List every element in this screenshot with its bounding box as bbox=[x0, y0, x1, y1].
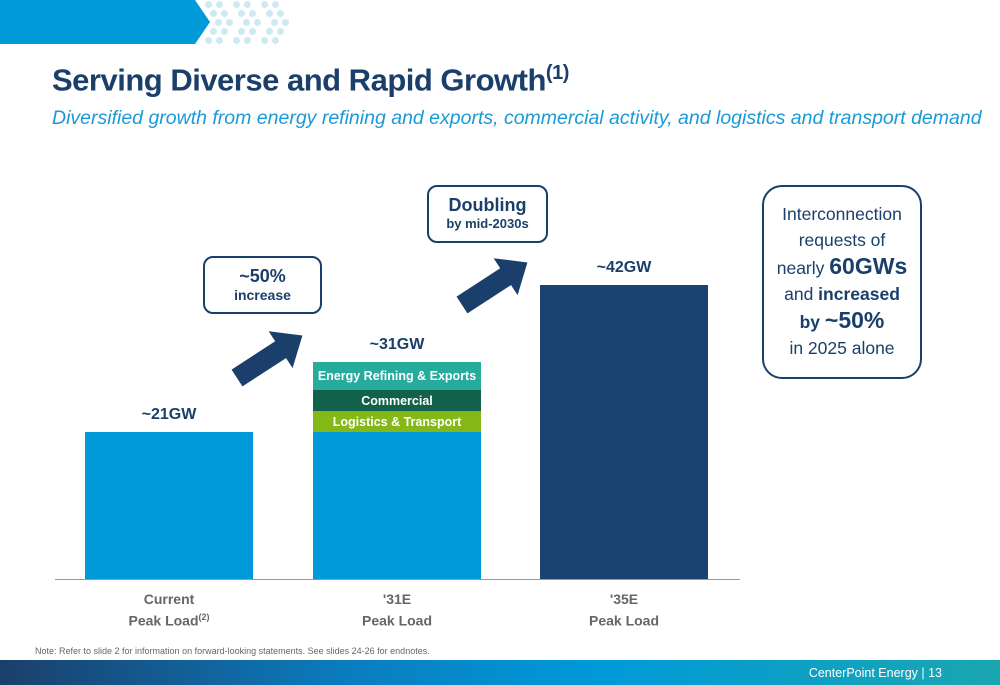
x-tick-label: '35E Peak Load bbox=[540, 590, 708, 630]
x-axis-line bbox=[55, 579, 740, 580]
side-text: nearly 60GWs bbox=[764, 253, 920, 281]
dot bbox=[221, 28, 228, 35]
side-highlight: increased bbox=[818, 284, 900, 304]
decorative-dots bbox=[205, 0, 305, 46]
dot bbox=[243, 19, 250, 26]
dot bbox=[210, 10, 217, 17]
tick-line1: '35E bbox=[609, 591, 639, 607]
dot bbox=[210, 28, 217, 35]
side-text: nearly bbox=[776, 258, 830, 278]
footer-bar bbox=[0, 660, 1000, 685]
side-text: and increased bbox=[764, 281, 920, 307]
dot bbox=[249, 28, 256, 35]
bar-segment: Energy Refining & Exports bbox=[313, 362, 481, 390]
dot bbox=[216, 1, 223, 8]
dot bbox=[272, 37, 279, 44]
callout-text: by mid-2030s bbox=[446, 216, 529, 231]
side-text: by ~50% bbox=[764, 307, 920, 335]
dot bbox=[233, 1, 240, 8]
dot bbox=[277, 28, 284, 35]
bar bbox=[540, 285, 708, 579]
dot bbox=[226, 19, 233, 26]
tick-footnote: (2) bbox=[198, 612, 210, 622]
dot bbox=[266, 10, 273, 17]
data-label: ~21GW bbox=[141, 406, 197, 423]
dot bbox=[244, 37, 251, 44]
tick-line1: '31E bbox=[382, 591, 412, 607]
tick-line2: Peak Load bbox=[540, 608, 708, 630]
dot bbox=[221, 10, 228, 17]
dot bbox=[277, 10, 284, 17]
dot bbox=[261, 37, 268, 44]
footnote: Note: Refer to slide 2 for information o… bbox=[35, 646, 430, 656]
title-text: Serving Diverse and Rapid Growth bbox=[52, 62, 546, 98]
dot bbox=[238, 10, 245, 17]
dot bbox=[244, 1, 251, 8]
side-text: in 2025 alone bbox=[789, 338, 895, 358]
side-text: Interconnection bbox=[782, 204, 902, 224]
side-text: and bbox=[784, 284, 819, 304]
dot bbox=[271, 19, 278, 26]
dot bbox=[233, 37, 240, 44]
bar-segment: Logistics & Transport bbox=[313, 411, 481, 432]
dot bbox=[261, 1, 268, 8]
interconnection-callout: Interconnection requests of nearly 60GWs… bbox=[762, 185, 922, 379]
title-footnote: (1) bbox=[545, 62, 569, 84]
dot bbox=[282, 19, 289, 26]
tick-line2: Peak Load bbox=[313, 608, 481, 630]
bar bbox=[85, 432, 253, 579]
arrow-icon bbox=[456, 258, 528, 314]
tick-line2: Peak Load(2) bbox=[85, 608, 253, 630]
callout-value: ~50% bbox=[239, 266, 286, 286]
bar: Logistics & Transport Commercial Energy Re… bbox=[313, 362, 481, 579]
side-text: requests of bbox=[798, 230, 886, 250]
bar-segment bbox=[313, 432, 481, 579]
page-title: Serving Diverse and Rapid Growth(1) bbox=[52, 62, 569, 98]
dot bbox=[266, 28, 273, 35]
dot bbox=[215, 19, 222, 26]
dot bbox=[249, 10, 256, 17]
doubling-callout: Doubling by mid-2030s bbox=[427, 185, 548, 243]
side-highlight: 60GWs bbox=[829, 253, 908, 279]
tick-text: Peak Load bbox=[361, 612, 433, 629]
dot bbox=[205, 37, 212, 44]
footer-text: CenterPoint Energy | 13 bbox=[808, 666, 942, 680]
x-tick-label: Current Peak Load(2) bbox=[85, 590, 253, 630]
tick-text: Peak Load bbox=[128, 612, 199, 629]
bar-segment bbox=[540, 285, 708, 579]
dot bbox=[272, 1, 279, 8]
bar-segment bbox=[85, 432, 253, 579]
dot bbox=[216, 37, 223, 44]
side-highlight: ~50% bbox=[824, 307, 885, 333]
arrow-icon bbox=[231, 331, 303, 387]
dot bbox=[254, 19, 261, 26]
data-label: ~31GW bbox=[369, 336, 425, 353]
x-tick-label: '31E Peak Load bbox=[313, 590, 481, 630]
tick-text: Peak Load bbox=[588, 612, 660, 629]
callout-value: Doubling bbox=[448, 195, 527, 215]
header-banner bbox=[0, 0, 210, 44]
dot bbox=[205, 1, 212, 8]
page-subtitle: Diversified growth from energy refining … bbox=[52, 107, 982, 129]
callout-text: increase bbox=[234, 287, 291, 303]
data-label: ~42GW bbox=[596, 259, 652, 276]
side-highlight: by bbox=[799, 312, 825, 332]
tick-line1: Current bbox=[143, 591, 195, 607]
bar-segment: Commercial bbox=[313, 390, 481, 411]
increase-callout: ~50% increase bbox=[203, 256, 322, 314]
dot bbox=[238, 28, 245, 35]
